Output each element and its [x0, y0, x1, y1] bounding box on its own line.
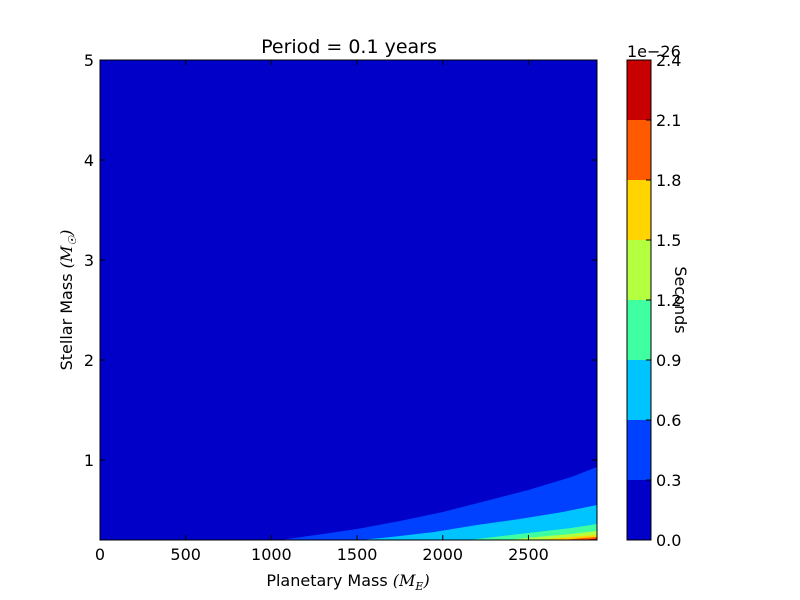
- y-axis-label-math: (M: [57, 245, 76, 268]
- colorbar-label: Seconds: [671, 266, 690, 333]
- contour-band-2: [360, 505, 597, 540]
- y-tick-label: 2: [84, 351, 94, 370]
- colorbar-segment: [627, 120, 651, 180]
- colorbar-tick-label: 0.6: [656, 411, 681, 430]
- colorbar-ticks: 0.0 0.3 0.6 0.9 1.2 1.5 1.8 2.1 2.4: [646, 51, 681, 550]
- colorbar-scale-label: 1e−26: [627, 42, 681, 61]
- colorbar-tick-label: 0.9: [656, 351, 681, 370]
- y-tick-label: 5: [84, 51, 94, 70]
- x-axis: 0 500 1000 1500 2000 2500: [95, 60, 549, 564]
- y-tick-label: 3: [84, 251, 94, 270]
- x-tick-label: 2500: [508, 545, 549, 564]
- colorbar-segment: [627, 180, 651, 240]
- colorbar-tick-label: 1.5: [656, 231, 681, 250]
- colorbar-tick-label: 2.1: [656, 111, 681, 130]
- y-axis: 1 2 3 4 5: [84, 51, 597, 470]
- contour-band-6: [562, 537, 597, 540]
- colorbar: [627, 60, 651, 540]
- colorbar-segment: [627, 300, 651, 360]
- colorbar-segment: [627, 240, 651, 300]
- x-tick-label: 2000: [422, 545, 463, 564]
- colorbar-segment: [627, 480, 651, 540]
- contour-band-0: [100, 60, 597, 540]
- x-axis-label-math: (M: [393, 571, 416, 590]
- x-axis-label-sub: E: [414, 580, 423, 593]
- x-tick-label: 0: [95, 545, 105, 564]
- y-axis-label-sub: ☉: [66, 235, 79, 246]
- colorbar-tick-label: 1.2: [656, 291, 681, 310]
- chart-title: Period = 0.1 years: [261, 36, 437, 58]
- y-axis-label: Stellar Mass (M☉): [57, 230, 79, 371]
- colorbar-segment: [627, 60, 651, 120]
- plot-frame: [99, 59, 598, 541]
- colorbar-tick-label: 0.0: [656, 531, 681, 550]
- y-tick-label: 1: [84, 451, 94, 470]
- colorbar-tick-label: 0.3: [656, 471, 681, 490]
- x-tick-label: 1000: [251, 545, 292, 564]
- contour-fills: [100, 60, 597, 540]
- colorbar-segment: [627, 360, 651, 420]
- colorbar-segment: [627, 420, 651, 480]
- y-axis-label-close: ): [57, 230, 76, 237]
- y-tick-label: 4: [84, 151, 94, 170]
- x-tick-label: 1500: [337, 545, 378, 564]
- x-axis-label: Planetary Mass (ME): [266, 571, 429, 593]
- colorbar-tick-label: 1.8: [656, 171, 681, 190]
- colorbar-tick-label: 2.4: [656, 51, 681, 70]
- x-tick-label: 500: [170, 545, 201, 564]
- x-axis-label-close: ): [422, 571, 429, 590]
